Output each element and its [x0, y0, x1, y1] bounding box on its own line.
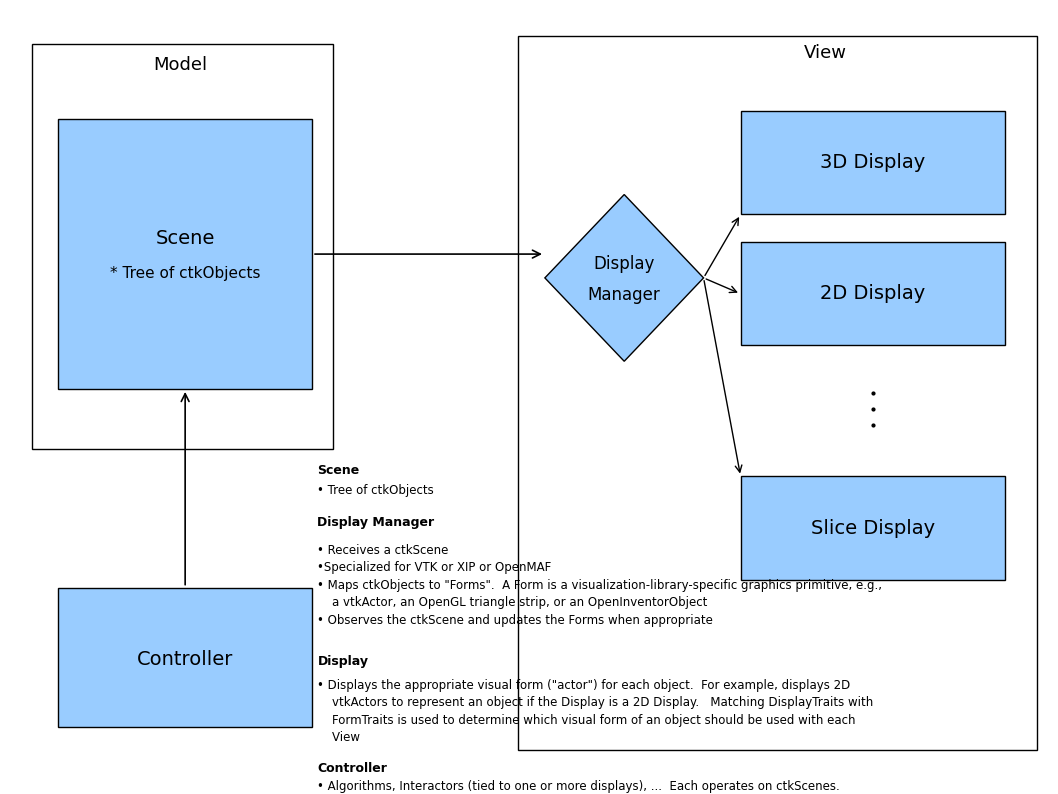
Bar	[58, 588, 312, 727]
Bar	[741, 111, 1005, 214]
Text: View: View	[804, 44, 846, 62]
Text: •Specialized for VTK or XIP or OpenMAF: •Specialized for VTK or XIP or OpenMAF	[317, 561, 551, 574]
Text: Scene: Scene	[317, 464, 360, 477]
Text: Display Manager: Display Manager	[317, 516, 435, 529]
Text: * Tree of ctkObjects: * Tree of ctkObjects	[110, 267, 260, 281]
Text: FormTraits is used to determine which visual form of an object should be used wi: FormTraits is used to determine which vi…	[317, 714, 856, 727]
Text: • Algorithms, Interactors (tied to one or more displays), ...  Each operates on : • Algorithms, Interactors (tied to one o…	[317, 780, 840, 792]
Bar	[741, 476, 1005, 580]
Text: • Observes the ctkScene and updates the Forms when appropriate: • Observes the ctkScene and updates the …	[317, 614, 713, 626]
Text: Slice Display: Slice Display	[810, 518, 935, 538]
Bar	[32, 44, 333, 449]
Text: Display: Display	[594, 255, 655, 272]
Text: View: View	[317, 731, 361, 744]
Polygon shape	[545, 195, 704, 361]
Text: Scene: Scene	[156, 229, 215, 248]
Text: Controller: Controller	[317, 762, 387, 775]
Text: Model: Model	[152, 56, 207, 74]
Text: a vtkActor, an OpenGL triangle strip, or an OpenInventorObject: a vtkActor, an OpenGL triangle strip, or…	[317, 596, 708, 609]
Text: • Maps ctkObjects to "Forms".  A Form is a visualization-library-specific graphi: • Maps ctkObjects to "Forms". A Form is …	[317, 579, 882, 592]
Text: vtkActors to represent an object if the Display is a 2D Display.   Matching Disp: vtkActors to represent an object if the …	[317, 696, 874, 709]
Text: 2D Display: 2D Display	[820, 284, 926, 303]
Text: • Tree of ctkObjects: • Tree of ctkObjects	[317, 484, 434, 497]
Text: Controller: Controller	[136, 649, 234, 669]
Text: • Receives a ctkScene: • Receives a ctkScene	[317, 544, 449, 557]
Text: • Displays the appropriate visual form ("actor") for each object.  For example, : • Displays the appropriate visual form (…	[317, 679, 851, 692]
Text: Display: Display	[317, 655, 368, 668]
Bar	[741, 242, 1005, 345]
Text: Manager: Manager	[588, 287, 660, 304]
Bar	[58, 119, 312, 389]
Bar	[518, 36, 1037, 750]
Text: 3D Display: 3D Display	[820, 153, 926, 172]
